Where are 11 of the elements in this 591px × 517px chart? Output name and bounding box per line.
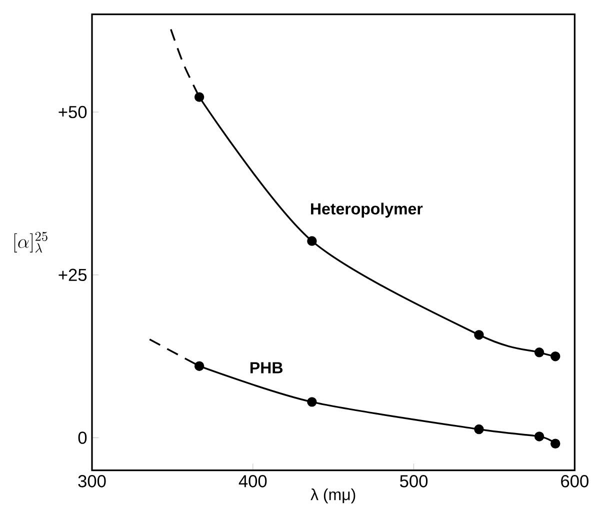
y-tick-label: +25 bbox=[58, 268, 87, 282]
x-tick-label: 400 bbox=[238, 475, 267, 488]
x-tick-label: 300 bbox=[78, 475, 106, 488]
y-tick-label: +50 bbox=[58, 106, 87, 118]
y-axis-title: $[\alpha]^{25}_{\lambda}$ bbox=[14, 232, 48, 253]
series-label: Heteropolymer bbox=[311, 202, 423, 218]
x-axis-title: λ (mμ) bbox=[310, 488, 356, 504]
series-label: PHB bbox=[250, 362, 283, 374]
x-tick-label: 600 bbox=[561, 475, 588, 488]
x-tick-label: 500 bbox=[400, 475, 428, 488]
y-tick-label: 0 bbox=[78, 432, 87, 444]
